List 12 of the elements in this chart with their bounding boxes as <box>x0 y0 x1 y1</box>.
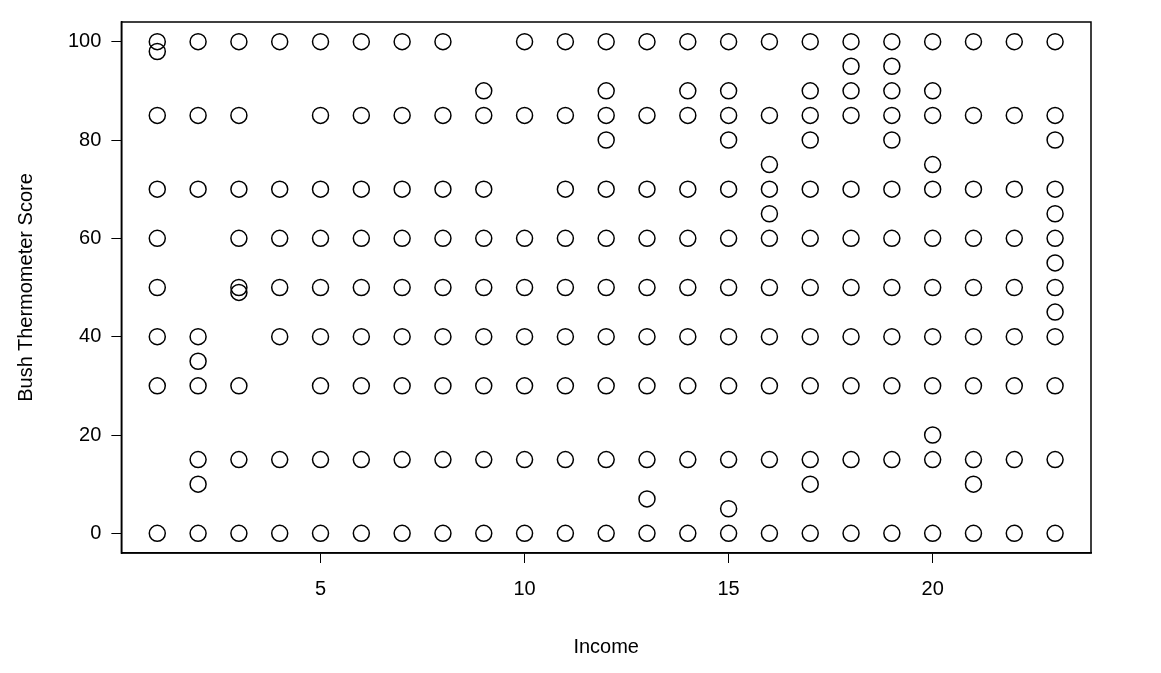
y-tick-label: 20 <box>79 422 102 445</box>
y-tick-label: 40 <box>79 324 102 347</box>
x-tick-label: 15 <box>717 576 740 599</box>
y-tick-label: 60 <box>79 225 102 248</box>
y-tick-label: 80 <box>79 127 102 150</box>
x-tick-label: 20 <box>921 576 944 599</box>
y-tick-label: 100 <box>67 29 102 52</box>
x-tick-label: 10 <box>513 576 536 599</box>
y-axis-title: Bush Thermometer Score <box>13 173 36 402</box>
x-tick-label: 5 <box>314 576 327 599</box>
x-axis-title: Income <box>573 634 639 657</box>
y-tick-label: 0 <box>90 520 102 543</box>
